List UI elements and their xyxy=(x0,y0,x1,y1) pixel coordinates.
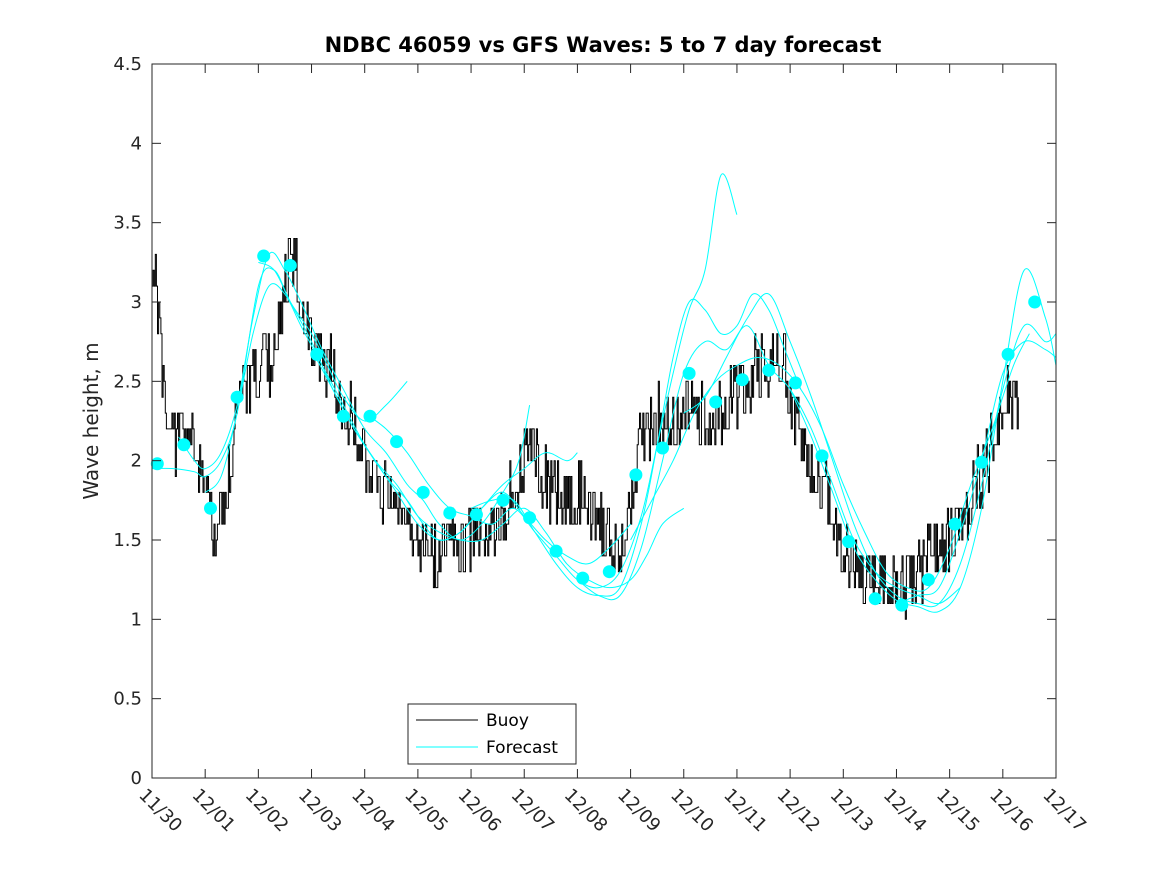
forecast-run-line-11 xyxy=(789,268,1057,613)
y-axis-label: Wave height, m xyxy=(79,342,103,499)
forecast-marker xyxy=(283,259,297,272)
forecast-run-line-5 xyxy=(311,349,685,589)
forecast-marker xyxy=(177,438,191,452)
forecast-marker xyxy=(390,435,404,449)
forecast-marker xyxy=(895,598,909,612)
x-tick-label: 12/11 xyxy=(719,785,771,837)
forecast-marker xyxy=(496,493,510,507)
legend-buoy-label: Buoy xyxy=(486,711,529,731)
data-layer xyxy=(150,173,1057,620)
forecast-marker xyxy=(842,535,856,549)
forecast-run-line-6 xyxy=(364,173,738,589)
forecast-marker xyxy=(948,517,962,531)
legend-forecast-label: Forecast xyxy=(486,738,558,758)
forecast-marker xyxy=(204,501,217,515)
forecast-marker xyxy=(735,373,749,387)
forecast-marker xyxy=(549,544,563,558)
forecast-marker xyxy=(523,511,537,525)
forecast-marker xyxy=(709,395,723,409)
x-tick-label: 12/13 xyxy=(826,785,878,837)
chart-title: NDBC 46059 vs GFS Waves: 5 to 7 day fore… xyxy=(325,33,882,57)
forecast-marker xyxy=(150,457,164,471)
forecast-marker xyxy=(469,508,483,522)
x-tick-label: 12/14 xyxy=(879,785,931,837)
forecast-marker xyxy=(443,506,457,520)
forecast-run-line-4 xyxy=(258,261,631,565)
forecast-marker xyxy=(602,565,616,579)
forecast-marker xyxy=(815,449,829,463)
x-tick-label: 12/08 xyxy=(560,785,612,837)
forecast-marker xyxy=(576,571,590,585)
x-tick-label: 12/09 xyxy=(613,785,665,837)
forecast-marker xyxy=(762,363,776,377)
forecast-run-line-2 xyxy=(178,251,531,541)
y-tick-label: 4.5 xyxy=(113,54,142,75)
plot-area xyxy=(152,64,1056,778)
forecast-marker xyxy=(629,468,643,482)
forecast-run-line-8 xyxy=(577,325,961,605)
y-tick-label: 1 xyxy=(131,609,142,630)
legend: Buoy Forecast xyxy=(407,703,577,765)
y-tick-label: 0.5 xyxy=(113,689,142,710)
x-tick-label: 12/07 xyxy=(507,785,559,837)
y-tick-label: 0 xyxy=(131,768,142,789)
axes-box xyxy=(151,63,1057,779)
y-tick-label: 2 xyxy=(131,451,142,472)
forecast-marker xyxy=(336,409,350,423)
x-tick-label: 12/17 xyxy=(1038,785,1090,837)
x-tick-label: 12/16 xyxy=(985,785,1037,837)
x-tick-label: 12/12 xyxy=(773,785,825,837)
x-tick-label: 12/04 xyxy=(347,785,399,837)
y-tick-label: 1.5 xyxy=(113,530,142,551)
y-tick-label: 2.5 xyxy=(113,371,142,392)
forecast-marker xyxy=(788,376,802,390)
forecast-marker xyxy=(416,485,430,499)
forecast-marker xyxy=(921,573,935,587)
forecast-marker xyxy=(656,441,669,455)
legend-box xyxy=(407,703,577,765)
forecast-run-line-9 xyxy=(630,333,1030,592)
y-tick-label: 4 xyxy=(131,133,142,154)
x-tick-label: 12/10 xyxy=(666,785,718,837)
y-tick-label: 3 xyxy=(131,292,142,313)
forecast-marker xyxy=(682,366,696,380)
forecast-run-line-10 xyxy=(683,293,1057,608)
forecast-marker xyxy=(1028,295,1042,309)
forecast-marker xyxy=(257,249,271,263)
x-tick-label: 12/01 xyxy=(188,785,240,837)
forecast-marker xyxy=(1001,347,1015,361)
y-tick-label: 3.5 xyxy=(113,213,142,234)
x-tick-label: 12/05 xyxy=(400,785,452,837)
x-tick-label: 12/02 xyxy=(241,785,293,837)
forecast-marker xyxy=(310,347,324,361)
x-tick-label: 12/06 xyxy=(454,785,506,837)
buoy-series-line xyxy=(152,238,1019,620)
forecast-marker xyxy=(230,390,244,404)
x-tick-label: 12/15 xyxy=(932,785,984,837)
forecast-marker xyxy=(363,409,377,423)
x-tick-label: 12/03 xyxy=(294,785,346,837)
forecast-marker xyxy=(868,592,882,606)
x-tick-label: 11/30 xyxy=(134,785,186,837)
forecast-marker xyxy=(975,455,989,469)
